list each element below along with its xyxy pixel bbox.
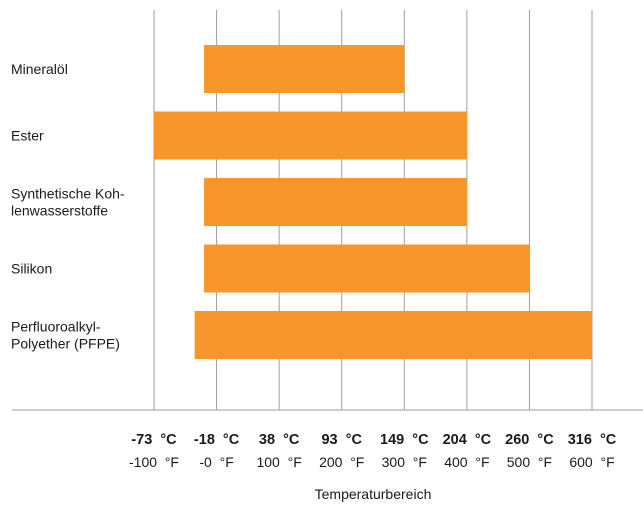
bars — [154, 45, 592, 359]
tick-label-fahrenheit: 100 °F — [256, 454, 301, 470]
bar — [204, 178, 467, 226]
tick-label-celsius: 149 °C — [380, 432, 429, 448]
tick-label-celsius: 204 °C — [443, 432, 492, 448]
bar — [194, 311, 592, 359]
category-label: Silikon — [11, 261, 52, 277]
category-label: Ester — [11, 128, 44, 144]
category-label: lenwasserstoffe — [11, 203, 108, 219]
tick-label-celsius: -73 °C — [131, 432, 177, 448]
bar — [154, 111, 467, 160]
tick-label-celsius: 38 °C — [259, 432, 300, 448]
tick-label-celsius: 260 °C — [505, 432, 554, 448]
tick-labels: -73 °C -100 °F -18 °C -0 °F 38 °C 100 °F 93 °C… — [129, 432, 617, 470]
tick-label-celsius: -18 °C — [194, 432, 240, 448]
category-labels: Mineralöl Ester Synthetische Koh-lenwasser… — [11, 61, 125, 352]
tick-label-fahrenheit: 300 °F — [382, 454, 427, 470]
bar — [204, 45, 405, 93]
tick-label-fahrenheit: 200 °F — [319, 454, 364, 470]
tick-label-fahrenheit: 500 °F — [507, 454, 552, 470]
category-label: Synthetische Koh- — [11, 186, 125, 202]
tick-label-fahrenheit: 600 °F — [569, 454, 614, 470]
category-label: Mineralöl — [11, 61, 68, 77]
tick-label-fahrenheit: -100 °F — [129, 454, 179, 470]
tick-label-fahrenheit: -0 °F — [199, 454, 233, 470]
category-label: Polyether (PFPE) — [11, 336, 120, 352]
tick-label-fahrenheit: 400 °F — [444, 454, 489, 470]
tick-label-celsius: 316 °C — [568, 432, 617, 448]
tick-label-celsius: 93 °C — [321, 432, 362, 448]
x-axis-title: Temperaturbereich — [315, 486, 432, 502]
category-label: Perfluoroalkyl- — [11, 319, 101, 335]
bar — [204, 244, 530, 293]
